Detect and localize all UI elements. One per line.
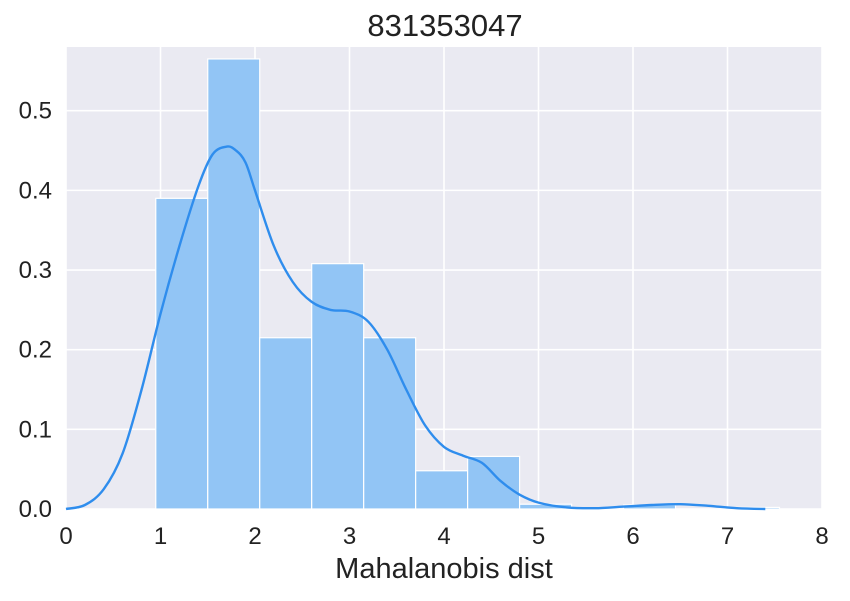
histogram-bar [467,455,521,510]
x-axis-label: Mahalanobis dist [335,553,553,585]
histogram-bar [155,197,209,510]
histogram-bar [259,337,313,510]
histogram-bars [155,58,781,510]
x-tick-label: 4 [437,523,450,550]
chart-title: 831353047 [367,8,523,43]
x-tick-label: 8 [815,523,828,550]
y-tick-label: 0.1 [19,416,52,443]
histogram-bar [363,337,417,510]
y-tick-label: 0.5 [19,98,52,125]
y-tick-label: 0.0 [19,496,52,523]
y-tick-label: 0.4 [19,177,52,204]
kde-curve [65,145,766,511]
x-tick-label: 5 [532,523,545,550]
histogram-bar [207,58,261,510]
x-tick-label: 7 [721,523,734,550]
histogram-bar [311,263,365,510]
x-tick-label: 2 [248,523,261,550]
x-tick-label: 1 [154,523,167,550]
y-tick-label: 0.2 [19,337,52,364]
x-tick-label: 3 [343,523,356,550]
y-tick-label: 0.3 [19,257,52,284]
histogram-bar [415,470,469,510]
x-tick-label: 6 [626,523,639,550]
x-tick-label: 0 [59,523,72,550]
tick-labels: 0 1 2 3 4 5 6 7 8 0.0 0.1 0.2 0.3 0.4 0.5 [19,98,829,550]
